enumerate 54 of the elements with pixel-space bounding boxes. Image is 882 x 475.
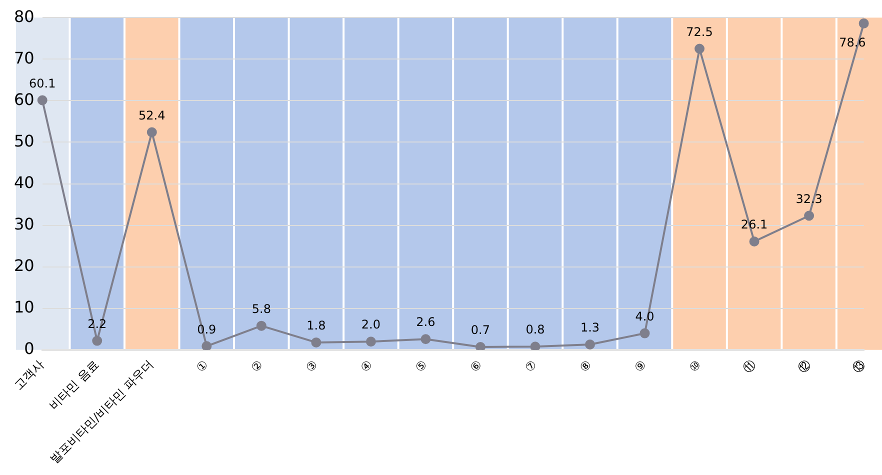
data-label: 1.8 [306,318,326,333]
point [420,334,431,344]
data-label: 0.8 [526,322,545,337]
data-label: 2.6 [416,315,436,330]
x-tick-label: ⑥ [467,357,485,375]
x-tick-label: ③ [303,357,321,375]
x-tick-label: ⑫ [795,357,814,376]
x-tick-label: ⑬ [850,357,868,376]
y-tick-label: 70 [14,48,34,68]
data-label: 72.5 [686,24,713,39]
x-tick-label: ② [248,357,266,375]
x-tick-label: ④ [358,357,376,375]
y-tick-label: 40 [14,172,34,192]
x-tick-label: ⑧ [576,357,594,375]
data-label: 5.8 [252,302,271,316]
data-label: 60.1 [29,76,56,90]
y-tick-label: 20 [14,256,34,275]
point [146,127,157,138]
point [694,44,705,54]
point [530,342,540,350]
point [640,328,650,338]
point [311,337,322,348]
point [202,341,212,350]
y-tick-label: 0 [24,339,34,358]
data-label: 4.0 [635,309,654,324]
point [92,336,102,346]
point [37,95,48,106]
data-label: 2.2 [88,316,107,331]
x-tick-label: ① [193,357,211,375]
point [366,336,376,347]
data-label: 0.7 [470,323,490,338]
data-label: 52.4 [138,108,166,122]
point [749,236,760,247]
point [256,320,266,331]
y-tick-label: 80 [14,6,34,26]
y-tick-label: 50 [14,131,34,150]
point [858,18,869,28]
x-tick-label: ⑦ [522,357,540,375]
x-tick-label: ⑨ [632,357,650,375]
data-label: 78.6 [839,36,866,50]
x-tick-label: ⑩ [686,357,704,375]
point [804,210,814,221]
y-tick-label: 30 [14,214,34,234]
data-label: 26.1 [740,218,768,232]
y-tick-label: 10 [14,298,34,317]
point [475,342,486,350]
x-tick-label: ⑤ [412,357,430,375]
x-tick-label: ⑪ [740,357,759,376]
data-label: 0.9 [197,322,216,336]
data-label: 1.3 [580,320,600,335]
data-label: 32.3 [796,192,822,206]
point [585,340,595,350]
y-tick-label: 60 [14,90,34,109]
data-label: 2.0 [361,318,380,332]
